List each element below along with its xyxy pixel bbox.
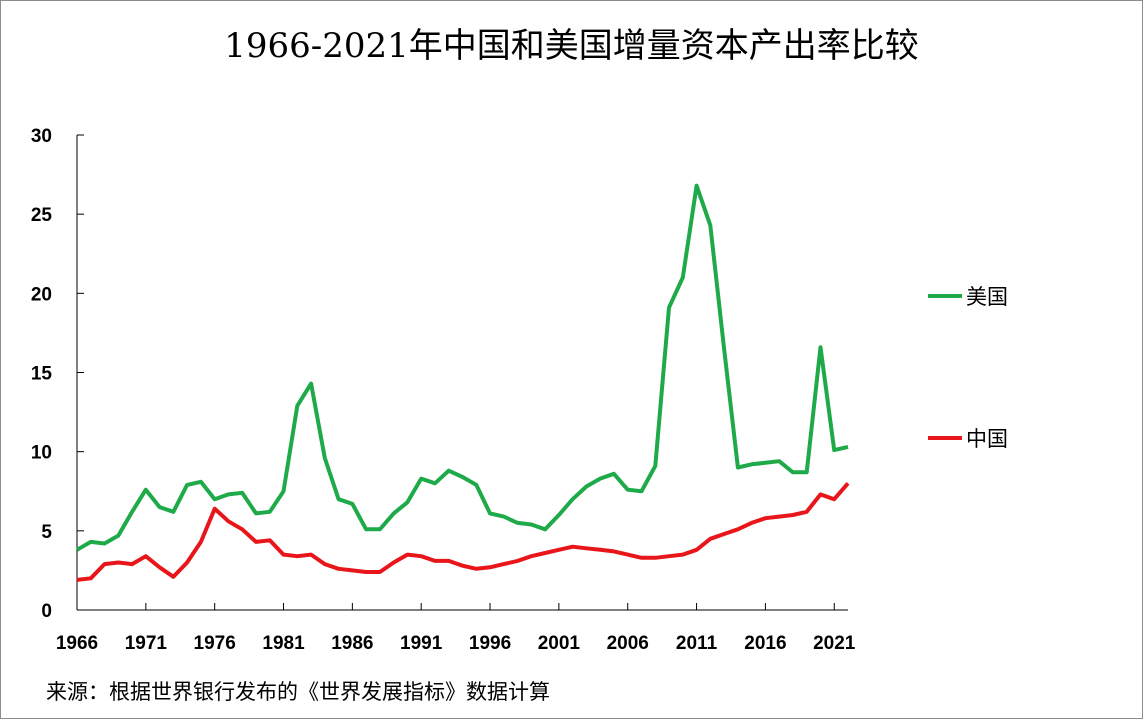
- legend-label: 中国: [966, 427, 1008, 451]
- chart-title: 1966-2021年中国和美国增量资本产出率比较: [224, 26, 919, 66]
- x-tick-label: 2001: [538, 633, 581, 654]
- x-tick-label: 1986: [331, 633, 373, 654]
- y-tick-label: 25: [31, 205, 53, 226]
- x-tick-label: 1971: [125, 633, 168, 654]
- x-tick-label: 1966: [56, 633, 98, 654]
- x-tick-label: 1991: [400, 633, 443, 654]
- chart-axes: 0 5 10 15 20 25 30 1966 1971 1976 1981 1986 1991 1996…: [31, 126, 856, 654]
- y-tick-label: 20: [31, 284, 52, 305]
- source-note: 来源：根据世界银行发布的《世界发展指标》数据计算: [46, 680, 550, 704]
- y-tick-label: 5: [41, 522, 52, 543]
- x-tick-label: 2021: [813, 633, 856, 654]
- x-tick-label: 1981: [262, 633, 305, 654]
- y-tick-label: 0: [41, 601, 52, 622]
- series-line-usa: [76, 183, 849, 552]
- chart-series: [76, 183, 850, 582]
- y-tick-label: 30: [31, 126, 52, 147]
- x-tick-label: 2016: [744, 633, 786, 654]
- x-tick-label: 2006: [607, 633, 649, 654]
- y-tick-label: 10: [31, 443, 52, 464]
- x-tick-label: 1976: [194, 633, 236, 654]
- series-line-china: [76, 481, 850, 582]
- y-tick-label: 15: [31, 364, 53, 385]
- x-tick-label: 1996: [469, 633, 511, 654]
- legend-label: 美国: [966, 285, 1008, 309]
- x-tick-label: 2011: [676, 633, 718, 654]
